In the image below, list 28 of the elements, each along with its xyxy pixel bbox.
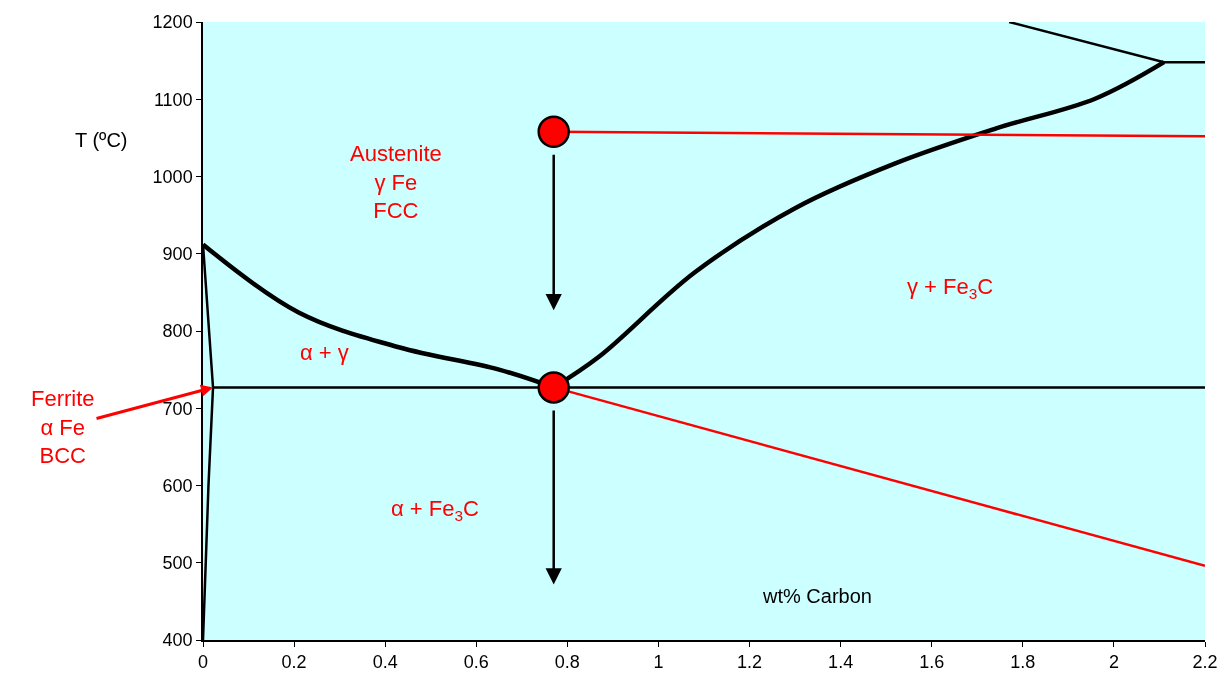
y-tick-label: 1000 <box>152 166 193 187</box>
y-axis-title: T (ºC) <box>75 129 128 151</box>
annotation: α + Fe$_{3}$C <box>391 496 480 524</box>
x-tick-label: 1.6 <box>919 652 945 673</box>
annotation: Ferrite α Fe BCC <box>31 386 95 469</box>
x-tick-label: 0.4 <box>372 652 398 673</box>
x-tick-label: 1.8 <box>1010 652 1036 673</box>
x-tick-label: 0 <box>197 652 209 673</box>
x-tick-label: 0.2 <box>281 652 307 673</box>
x-tick-label: 1.2 <box>737 652 763 673</box>
x-tick-label: 2 <box>1108 652 1119 673</box>
annotation: α + γ <box>300 340 349 365</box>
y-tick-label: 900 <box>162 244 193 265</box>
y-tick-label: 1200 <box>152 12 193 33</box>
x-tick-label: 1.4 <box>828 652 854 673</box>
annotation: Austenite γ Fe FCC <box>350 141 442 224</box>
x-tick-label: 2.2 <box>1192 652 1218 673</box>
y-tick-label: 700 <box>162 398 193 419</box>
x-tick-label: 1 <box>653 652 664 673</box>
y-tick-label: 600 <box>162 475 193 496</box>
y-tick-label: 800 <box>162 321 193 342</box>
x-tick-label: 0.8 <box>554 652 580 673</box>
y-tick-label: 500 <box>162 553 193 574</box>
annotation: γ + Fe$_{3}$C <box>907 274 994 302</box>
y-tick-label: 1100 <box>153 89 193 110</box>
y-tick-label: 400 <box>162 630 193 651</box>
x-axis-title: wt% Carbon <box>762 585 872 607</box>
x-tick-label: 0.6 <box>463 652 489 673</box>
